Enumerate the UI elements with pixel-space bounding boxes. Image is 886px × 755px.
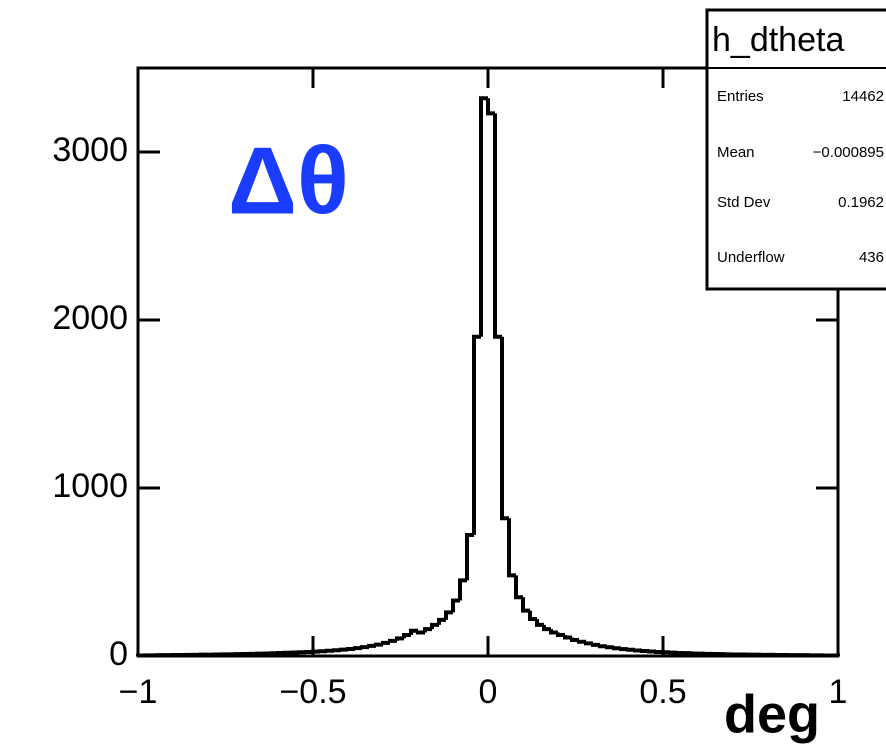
- histogram-bin: [486, 98, 495, 116]
- histogram-bin: [346, 646, 355, 651]
- histogram-bin: [584, 641, 593, 646]
- histogram-bin: [570, 637, 579, 643]
- histogram-bin: [402, 633, 411, 639]
- stats-label: Std Dev: [717, 194, 771, 211]
- histogram-bin: [612, 646, 621, 651]
- histogram-bin: [577, 639, 586, 644]
- stats-value: 14462: [842, 88, 884, 105]
- histogram-bin: [640, 648, 649, 653]
- histogram-bin: [507, 518, 516, 578]
- x-axis-label: deg: [724, 684, 820, 744]
- histogram-bin: [472, 334, 481, 536]
- histogram-bin: [332, 648, 341, 653]
- stats-label: Mean: [717, 144, 755, 161]
- stats-label: Entries: [717, 88, 764, 105]
- stats-box: h_dtheta Entries 14462 Mean −0.000895 Std Dev…: [705, 8, 886, 291]
- histogram-bin: [353, 646, 362, 651]
- histogram-bin: [339, 647, 348, 652]
- histogram-bin: [619, 647, 628, 652]
- histogram-bin: [528, 610, 537, 622]
- histogram-bin: [465, 533, 474, 581]
- histogram-bin: [367, 643, 376, 648]
- x-tick-label: 0.5: [639, 673, 686, 711]
- histogram-bin: [549, 629, 558, 635]
- histogram-bin: [535, 619, 544, 627]
- y-tick-label: 0: [109, 635, 128, 673]
- stats-frame: [705, 8, 886, 291]
- histogram-bin: [444, 610, 453, 620]
- histogram-bin: [556, 632, 565, 637]
- histogram-bin: [423, 627, 432, 633]
- histogram-bin: [430, 622, 439, 630]
- histogram-bin: [563, 635, 572, 640]
- x-tick-label: 1: [829, 673, 848, 711]
- histogram-bin: [514, 575, 523, 600]
- y-tick-label: 3000: [52, 131, 128, 169]
- histogram-bin: [409, 628, 418, 635]
- stats-value: 436: [859, 249, 884, 266]
- histogram-bin: [598, 644, 607, 649]
- histogram-bin: [374, 642, 383, 647]
- x-tick-label: −0.5: [279, 673, 346, 711]
- histogram-bin: [416, 630, 425, 635]
- histogram-bin: [647, 649, 656, 654]
- histogram-bin: [451, 598, 460, 613]
- histogram-bin: [381, 640, 390, 645]
- histogram-bin: [325, 648, 334, 653]
- histogram-bin: [633, 648, 642, 653]
- histogram-bin: [437, 617, 446, 625]
- histogram-bin: [591, 642, 600, 647]
- histogram-bin: [521, 597, 530, 613]
- histogram-bin: [542, 624, 551, 632]
- stats-label: Underflow: [717, 249, 785, 266]
- histogram-bin: [458, 578, 467, 601]
- histogram-bin: [360, 645, 369, 650]
- stats-title: h_dtheta: [712, 21, 844, 59]
- x-tick-label: −1: [119, 673, 158, 711]
- histogram-bin: [500, 336, 509, 521]
- histogram-bin: [605, 645, 614, 650]
- stats-value: −0.000895: [813, 144, 884, 161]
- histogram-bin: [493, 113, 502, 339]
- x-tick-label: 0: [479, 673, 498, 711]
- histogram-bin: [626, 647, 635, 652]
- y-tick-label: 1000: [52, 467, 128, 505]
- y-tick-label: 2000: [52, 299, 128, 337]
- histogram-bin: [395, 636, 404, 641]
- histogram-bin: [388, 638, 397, 643]
- histogram-bin: [479, 96, 488, 337]
- annotation: Δθ: [228, 127, 349, 234]
- histogram-bin: [654, 649, 663, 654]
- stats-value: 0.1962: [838, 194, 884, 211]
